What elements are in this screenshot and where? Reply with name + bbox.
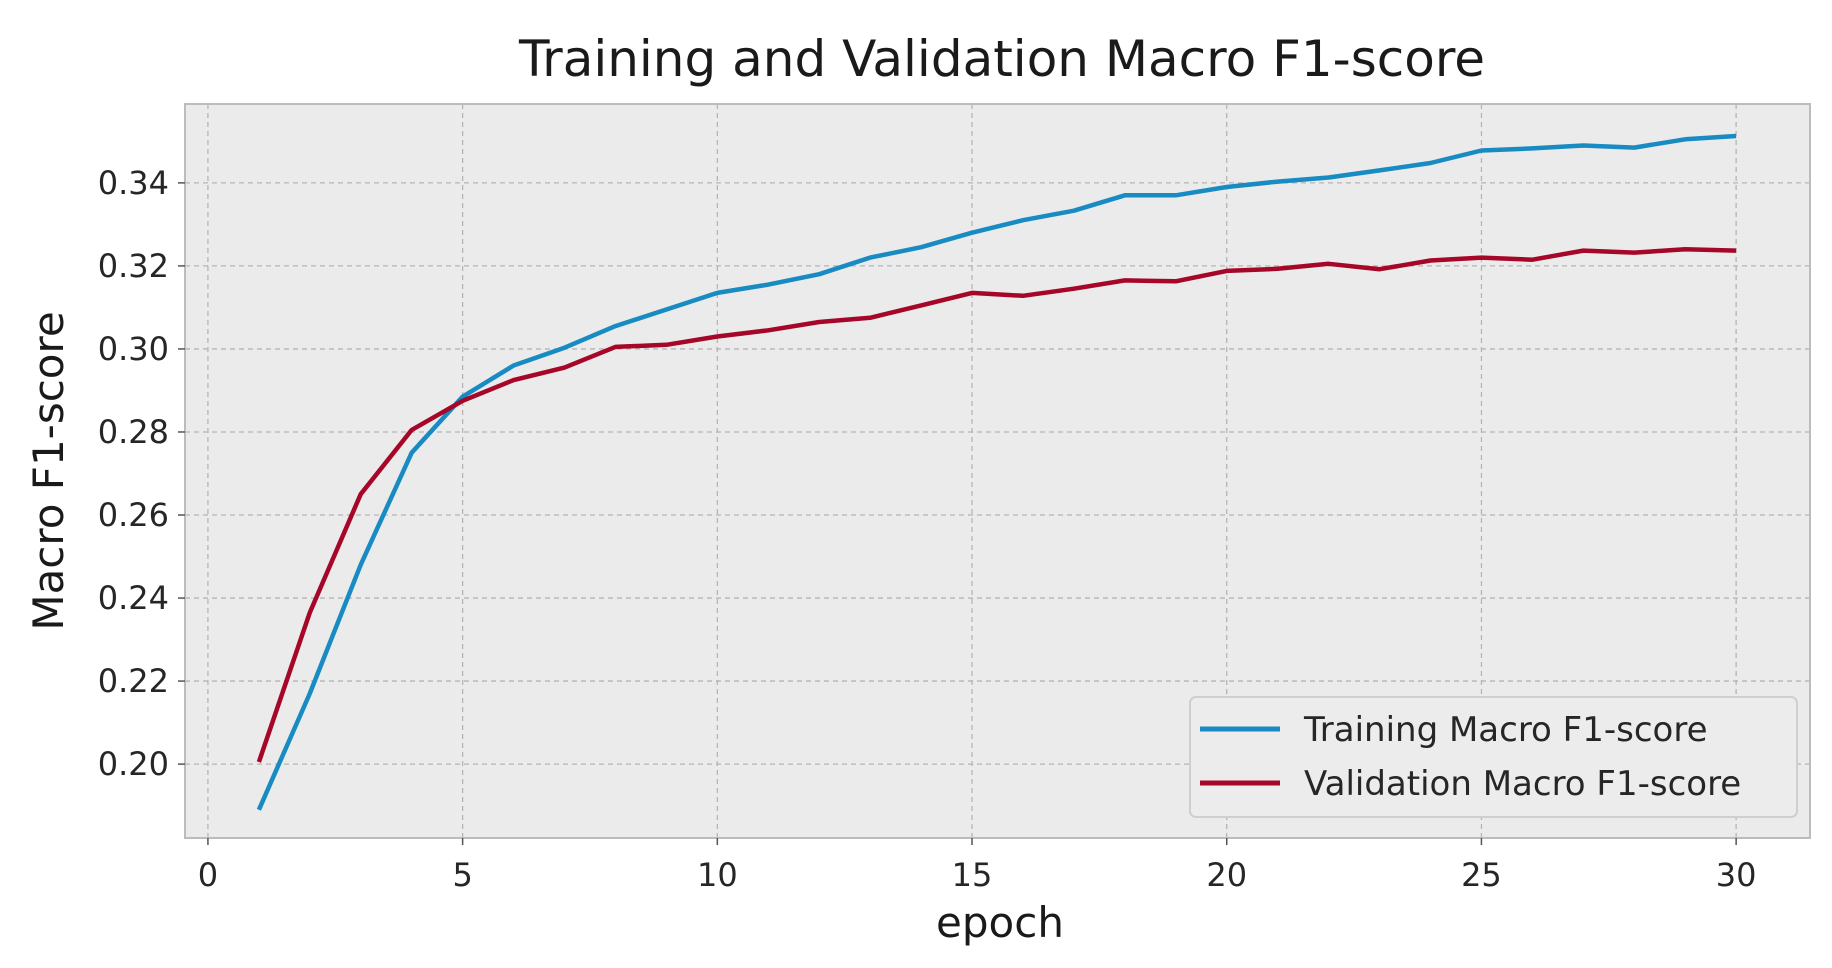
plot-frame (184, 103, 1811, 839)
chart-title: Training and Validation Macro F1-score (518, 30, 1485, 88)
series-lines (256, 133, 1737, 811)
x-tick-label: 20 (1206, 856, 1247, 894)
x-tick-label: 0 (198, 856, 218, 894)
legend: Training Macro F1-score Validation Macro… (1189, 696, 1798, 818)
y-tick-label: 0.28 (98, 413, 169, 451)
y-axis-label: Macro F1-score (24, 311, 73, 630)
grid-lines (185, 104, 1810, 838)
legend-label-training: Training Macro F1-score (1303, 710, 1707, 750)
y-tick-label: 0.20 (98, 745, 169, 783)
y-tick-label: 0.30 (98, 330, 169, 368)
y-tick-label: 0.24 (98, 579, 169, 617)
x-tick-label: 5 (452, 856, 472, 894)
validation-f1-line (256, 247, 1737, 763)
training-f1-line (256, 133, 1737, 811)
x-tick-label: 30 (1716, 856, 1757, 894)
x-tick-label: 15 (952, 856, 993, 894)
legend-box (1189, 696, 1798, 818)
x-axis-label: epoch (936, 898, 1064, 947)
x-tick-label: 10 (697, 856, 738, 894)
y-tick-label: 0.32 (98, 247, 169, 285)
y-tick-label: 0.26 (98, 496, 169, 534)
axis-ticks: 0 5 10 15 20 25 30 0.20 0.22 0.24 0.26 0.28 0.30 0.32… (98, 164, 1757, 894)
x-tick-label: 25 (1461, 856, 1502, 894)
y-tick-label: 0.22 (98, 662, 169, 700)
legend-label-validation: Validation Macro F1-score (1304, 764, 1741, 804)
y-tick-label: 0.34 (98, 164, 169, 202)
